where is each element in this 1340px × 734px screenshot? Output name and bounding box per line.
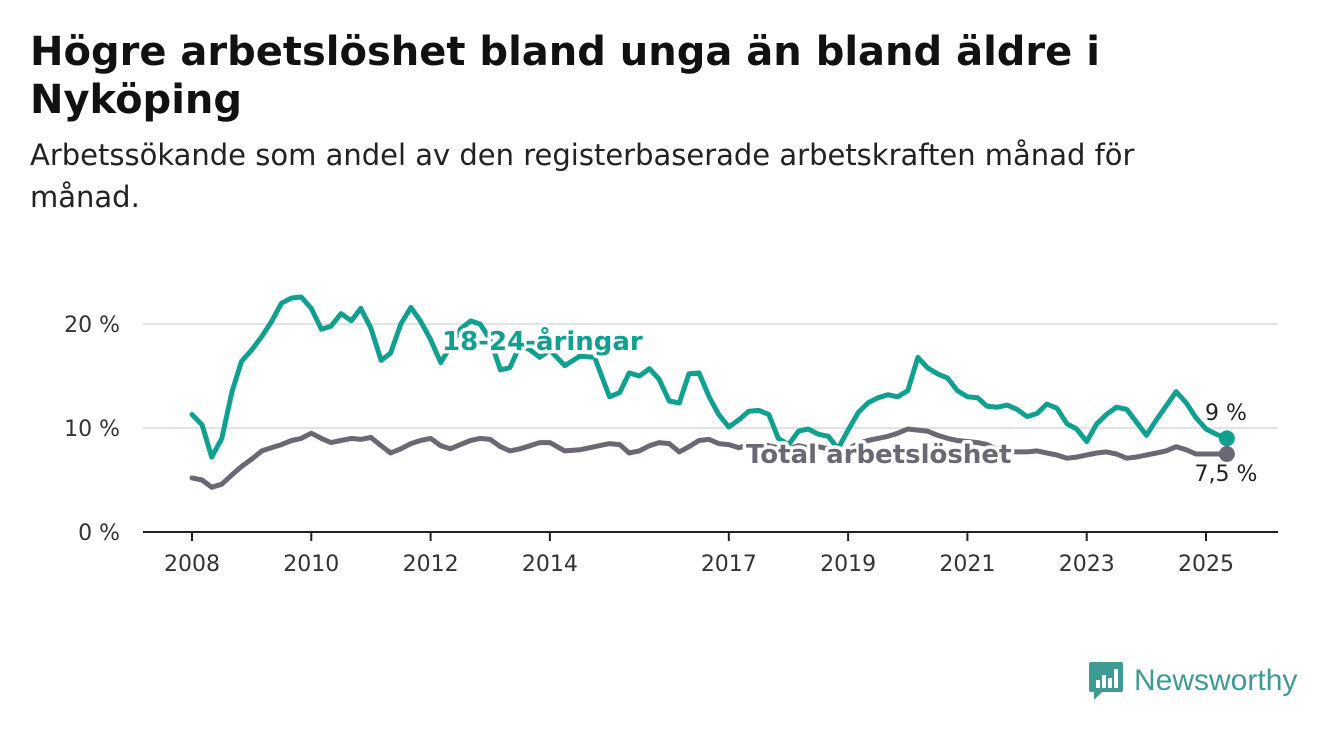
x-tick-label: 2025 <box>1178 552 1234 577</box>
x-tick-label: 2019 <box>820 552 876 577</box>
x-tick-label: 2008 <box>164 552 220 577</box>
youth-series-line <box>189 294 1230 460</box>
x-tick-label: 2010 <box>283 552 339 577</box>
y-tick-label: 0 % <box>78 521 120 546</box>
total-series-label: Total arbetslöshet <box>746 440 1011 470</box>
chart-title: Högre arbetslöshet bland unga än bland ä… <box>30 29 1100 123</box>
total-end-point <box>1218 446 1235 462</box>
total-end-label: 7,5 % <box>1195 462 1258 487</box>
y-tick-label: 20 % <box>64 313 120 338</box>
newsworthy-logo-icon <box>1089 662 1123 700</box>
x-tick-label: 2014 <box>522 552 578 577</box>
newsworthy-logo: Newsworthy <box>1088 660 1297 702</box>
x-tick-label: 2021 <box>939 552 995 577</box>
x-tick-label: 2023 <box>1059 552 1115 577</box>
total-series-line <box>189 426 1230 490</box>
youth-end-point <box>1218 430 1235 447</box>
youth-end-label: 9 % <box>1205 401 1247 426</box>
x-tick-label: 2017 <box>701 552 757 577</box>
youth-series-label: 18-24-åringar <box>442 325 643 357</box>
x-tick-label: 2012 <box>403 552 459 577</box>
chart-subtitle: Arbetssökande som andel av den registerb… <box>30 138 1135 215</box>
newsworthy-wordmark: Newsworthy <box>1134 664 1298 697</box>
y-tick-label: 10 % <box>64 417 120 442</box>
